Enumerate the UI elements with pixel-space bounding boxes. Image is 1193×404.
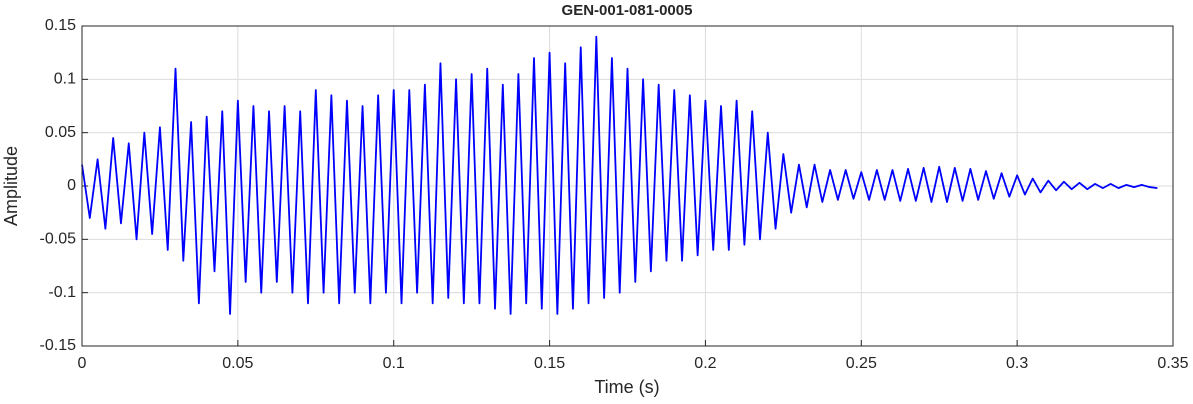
x-tick-label: 0.05: [222, 355, 253, 372]
y-tick-label: -0.05: [40, 231, 77, 248]
x-axis-label: Time (s): [594, 377, 659, 397]
waveform: [81, 35, 1158, 315]
x-tick-label: 0: [78, 355, 87, 372]
x-tick-label: 0.15: [534, 355, 565, 372]
y-axis-label: Amplitude: [1, 146, 21, 226]
chart-title: GEN-001-081-0005: [562, 2, 693, 19]
x-tick-label: 0.3: [1006, 355, 1028, 372]
y-tick-label: -0.15: [40, 337, 77, 354]
y-tick-label: 0: [67, 177, 76, 194]
x-tick-label: 0.1: [383, 355, 405, 372]
y-tick-label: 0.1: [54, 71, 76, 88]
y-tick-label: 0.05: [45, 124, 76, 141]
axes-box: [81, 25, 1174, 347]
y-tick-label: 0.15: [45, 17, 76, 34]
x-tick-label: 0.25: [846, 355, 877, 372]
y-tick-label: -0.1: [48, 284, 76, 301]
x-tick-label: 0.2: [694, 355, 716, 372]
x-tick-label: 0.35: [1157, 355, 1188, 372]
